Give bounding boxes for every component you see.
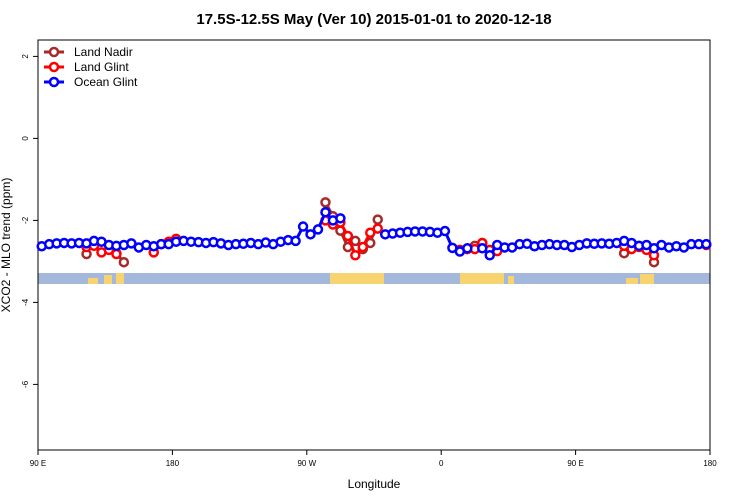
data-point [357, 241, 369, 253]
data-point [297, 221, 309, 232]
y-tick-label: -2 [21, 216, 30, 224]
data-point [305, 229, 316, 240]
data-point [320, 197, 331, 208]
data-point [477, 243, 488, 254]
data-point [372, 223, 383, 234]
x-axis-label: Longitude [348, 477, 401, 491]
y-tick-label: -4 [21, 298, 30, 306]
y-tick-label: 0 [21, 136, 30, 141]
legend-label: Land Nadir [74, 45, 133, 59]
land-patch [116, 273, 124, 284]
x-tick-label: 90 W [297, 459, 316, 468]
chart-title: 17.5S-12.5S May (Ver 10) 2015-01-01 to 2… [196, 11, 551, 28]
data-point [290, 235, 301, 247]
land-patch [626, 278, 638, 284]
data-point [342, 241, 354, 253]
y-tick-label: 2 [21, 54, 30, 59]
legend-label: Ocean Glint [74, 75, 138, 89]
legend-swatch-marker [48, 76, 60, 88]
data-point [701, 238, 712, 250]
y-tick-label: -6 [21, 380, 30, 388]
legend-label: Land Glint [74, 60, 129, 74]
land-patch [640, 274, 654, 284]
data-point [350, 250, 361, 261]
data-point [484, 250, 495, 261]
data-point [118, 256, 130, 268]
data-point [372, 214, 383, 225]
x-tick-label: 0 [439, 459, 444, 468]
data-point [365, 237, 376, 249]
data-point [126, 238, 137, 249]
legend-swatch-marker [48, 46, 60, 58]
data-point [111, 248, 122, 260]
data-point [439, 225, 451, 237]
x-tick-label: 90 E [30, 459, 46, 468]
data-point [462, 243, 473, 254]
land-patch [508, 276, 514, 284]
x-tick-label: 90 E [567, 459, 583, 468]
data-point [320, 206, 331, 218]
land-patch [88, 278, 98, 284]
land-patch [330, 273, 384, 284]
land-mask [38, 273, 710, 284]
data-point [335, 213, 346, 224]
land-patch [460, 273, 504, 284]
data-point [342, 230, 354, 242]
land-patch [104, 275, 112, 284]
x-tick-label: 180 [703, 459, 717, 468]
x-tick-label: 180 [166, 459, 180, 468]
data-point [312, 224, 324, 235]
legend-swatch-marker [48, 61, 60, 73]
data-point [365, 227, 376, 238]
y-axis-label: XCO2 - MLO trend (ppm) [0, 178, 13, 313]
